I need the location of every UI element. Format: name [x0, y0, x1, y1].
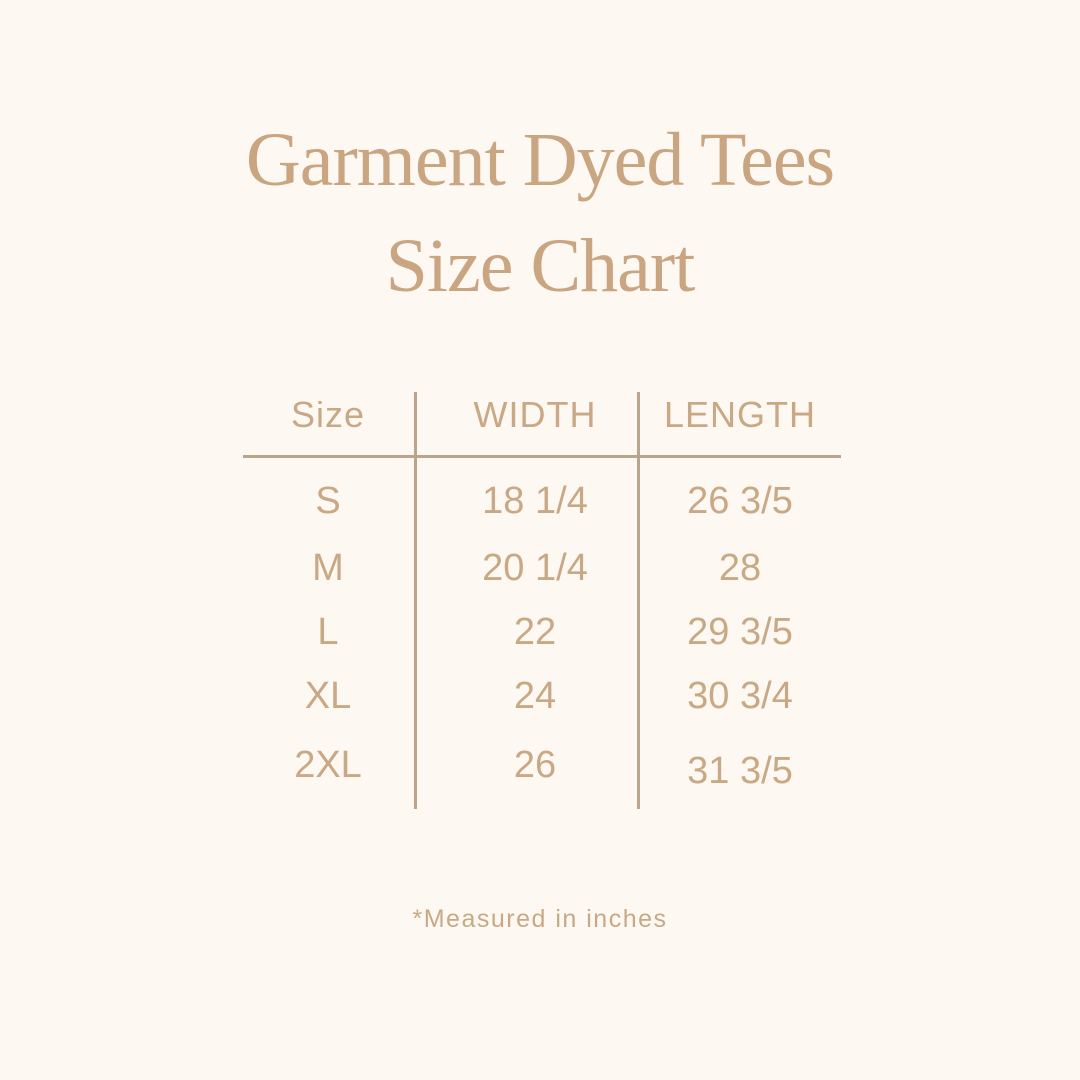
table-cell: 26 3/5 — [687, 480, 793, 522]
table-cell: 29 3/5 — [687, 611, 793, 653]
table-cell: 31 3/5 — [687, 750, 793, 792]
column-header: LENGTH — [663, 394, 817, 435]
table-cell: 28 — [718, 547, 762, 589]
footnote: *Measured in inches — [412, 905, 668, 933]
table-cell: M — [312, 547, 344, 589]
table-cell: 2XL — [294, 744, 362, 786]
table-cell: 22 — [513, 611, 557, 653]
title-line-1: Garment Dyed Tees — [245, 118, 835, 202]
title-line-2: Size Chart — [385, 224, 696, 308]
column-header: WIDTH — [473, 394, 597, 435]
table-cell: 26 — [513, 744, 557, 786]
table-cell: XL — [304, 675, 352, 717]
table-cell: L — [317, 611, 339, 653]
table-cell: 30 3/4 — [687, 675, 793, 717]
table-cell: S — [315, 480, 341, 522]
table-cell: 20 1/4 — [482, 547, 588, 589]
header-divider — [243, 455, 841, 458]
column-divider — [637, 392, 640, 809]
column-header: Size — [290, 394, 366, 435]
table-cell: 24 — [513, 675, 557, 717]
column-divider — [414, 392, 417, 809]
table-cell: 18 1/4 — [482, 480, 588, 522]
